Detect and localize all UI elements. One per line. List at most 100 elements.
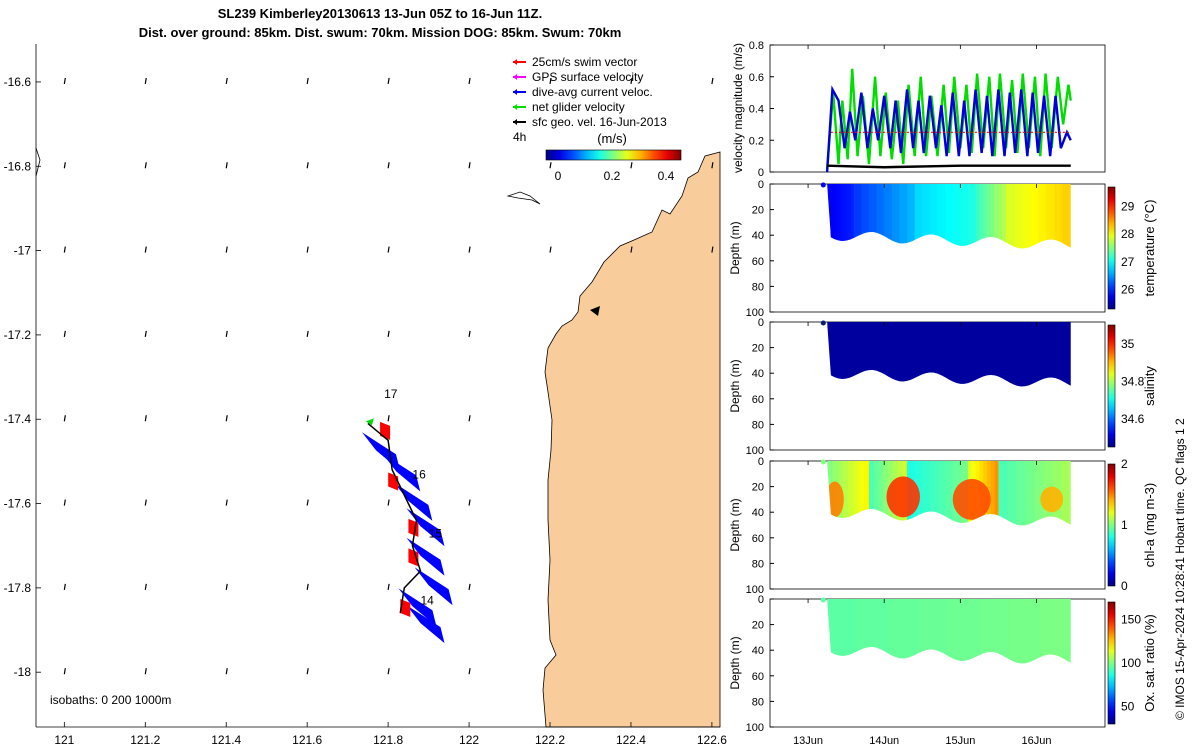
colorbar-tick-label: 34.6 xyxy=(1121,412,1145,426)
time-tick-label: 16Jun xyxy=(1021,735,1051,747)
depth-tick-label: 100 xyxy=(746,445,764,457)
section-cell xyxy=(1002,184,1007,249)
colorbar-label: temperature (°C) xyxy=(1142,200,1157,297)
velocity-ylabel: velocity magnitude (m/s) xyxy=(731,43,745,173)
sfc-velocity-arrow xyxy=(63,77,66,85)
coast-outline-west xyxy=(35,147,41,177)
section-cell xyxy=(861,184,870,249)
section-cell xyxy=(1014,184,1023,249)
depth-tick-label: 0 xyxy=(758,317,764,329)
map-panel: 121 121.2 121.4 121.6 121.8 122 122.2 122.4 122.… xyxy=(4,44,727,747)
legend-arrowhead xyxy=(513,89,517,95)
sfc-velocity-arrow xyxy=(468,583,471,590)
section-panel: 0 20 40 60 80 100 Depth (m) 150 100 50 Ox. sat. ra… xyxy=(728,594,1157,734)
sfc-velocity-arrow xyxy=(144,246,147,253)
day-label: 15 xyxy=(429,526,443,540)
section-cell xyxy=(1009,322,1041,387)
depth-tick-label: 0 xyxy=(758,594,764,606)
section-panel: 0 20 40 60 80 100 Depth (m) 29 28 27 26 temperature… xyxy=(728,179,1157,319)
depth-tick-label: 20 xyxy=(752,482,764,494)
section-cell xyxy=(967,184,977,249)
depth-tick-label: 40 xyxy=(752,645,764,657)
sfc-velocity-arrow xyxy=(144,77,147,85)
map-y-tick-label: -16.6 xyxy=(4,75,32,89)
legend-note: 4h xyxy=(513,130,526,144)
map-y-tick-label: -16.8 xyxy=(4,159,32,173)
sfc-velocity-arrow xyxy=(225,668,228,675)
section-cell xyxy=(1038,184,1048,249)
surface-marker xyxy=(820,320,826,326)
surface-marker xyxy=(820,597,826,603)
section-data xyxy=(827,461,1071,526)
sfc-velocity-arrow xyxy=(468,246,471,253)
section-cell xyxy=(1025,461,1036,526)
sfc-velocity-arrow xyxy=(63,583,66,590)
map-x-tick-label: 122 xyxy=(459,733,479,747)
section-cell xyxy=(986,184,992,249)
sfc-velocity-arrow xyxy=(63,330,66,338)
section-cell xyxy=(983,184,988,249)
sfc-velocity-arrow xyxy=(63,668,66,675)
section-cell xyxy=(998,461,1009,526)
section-cell xyxy=(827,599,859,664)
section-cell xyxy=(884,184,893,249)
colorbar-tick-label: 27 xyxy=(1121,255,1135,269)
sfc-velocity-arrow xyxy=(306,246,309,253)
chart-subtitle: Dist. over ground: 85km. Dist. swum: 70k… xyxy=(138,25,622,40)
section-cell xyxy=(868,184,878,249)
sfc-velocity-arrow xyxy=(387,162,390,169)
section-cell xyxy=(937,461,946,526)
dive-current-vector xyxy=(398,588,437,627)
section-colorbar xyxy=(1107,324,1116,448)
map-x-tick-label: 122.2 xyxy=(535,733,565,747)
colorbar-tick-label: 35 xyxy=(1121,337,1135,351)
sfc-velocity-arrow xyxy=(711,246,714,253)
depth-ylabel: Depth (m) xyxy=(728,636,742,689)
section-cell xyxy=(1040,599,1071,664)
section-cell xyxy=(990,461,996,526)
section-cell xyxy=(994,461,1000,526)
land-mass xyxy=(542,151,721,728)
velocity-series xyxy=(825,85,1072,173)
section-cell xyxy=(914,184,923,249)
section-cell xyxy=(891,184,901,249)
sfc-velocity-arrow xyxy=(468,415,471,422)
map-colorbar-tick: 0.2 xyxy=(604,169,621,183)
section-cell xyxy=(850,184,855,249)
section-cell xyxy=(830,184,835,249)
section-cell xyxy=(837,184,842,249)
dive-current-vector xyxy=(406,508,445,547)
section-cell xyxy=(975,184,980,249)
map-x-tick-label: 121 xyxy=(54,733,74,747)
section-data xyxy=(827,184,1071,249)
sfc-velocity-arrow xyxy=(225,246,228,253)
day-label: 14 xyxy=(420,594,434,608)
legend-entry: net glider velocity xyxy=(532,100,625,114)
section-cell xyxy=(1034,461,1045,526)
sfc-velocity-arrow xyxy=(306,668,309,675)
sfc-velocity-arrow xyxy=(63,499,66,506)
legend-arrowhead xyxy=(513,104,517,110)
section-feature xyxy=(1040,486,1064,513)
legend-entry: 25cm/s swim vector xyxy=(532,55,637,69)
legend-arrowhead xyxy=(513,74,517,80)
sfc-velocity-arrow xyxy=(225,415,228,422)
velocity-tick-label: 0.8 xyxy=(749,40,764,52)
sfc-velocity-arrow xyxy=(144,583,147,590)
swim-vector xyxy=(388,472,399,491)
swim-vector xyxy=(400,598,411,617)
velocity-panel: 0 0.2 0.4 0.6 0.8 velocity magnitude (m/s) xyxy=(731,40,1106,179)
section-cell xyxy=(952,184,961,249)
legend-arrowhead xyxy=(513,59,517,65)
map-colorbar-label: (m/s) xyxy=(597,131,627,146)
sfc-velocity-arrow xyxy=(225,499,228,506)
section-cell xyxy=(833,184,838,249)
map-colorbar-tick: 0.4 xyxy=(658,169,675,183)
time-tick-label: 14Jun xyxy=(869,735,899,747)
dive-current-vector xyxy=(406,605,445,644)
sfc-velocity-arrow xyxy=(387,246,390,253)
section-feature xyxy=(952,478,991,520)
sfc-velocity-arrow xyxy=(144,162,147,169)
sfc-velocity-arrow xyxy=(711,77,714,85)
section-cell xyxy=(888,599,920,664)
